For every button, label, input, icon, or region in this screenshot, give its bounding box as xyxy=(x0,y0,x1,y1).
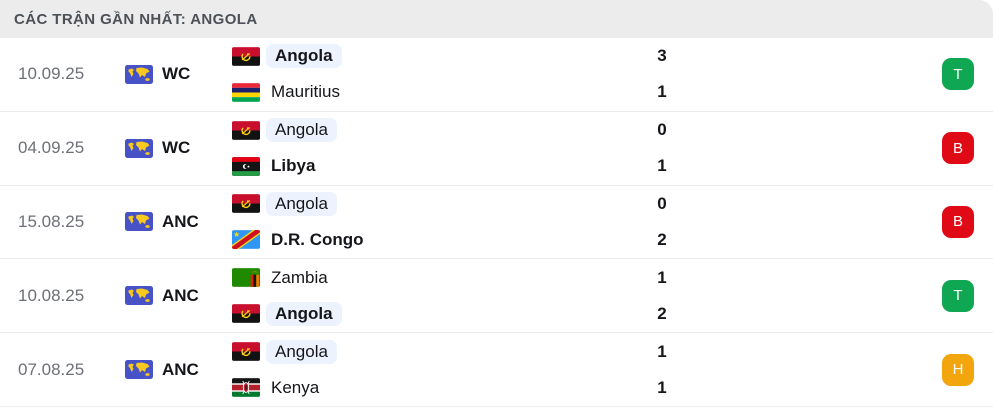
away-team[interactable]: Angola xyxy=(232,301,647,327)
angola-flag-icon xyxy=(232,121,260,140)
world-map-icon xyxy=(125,139,153,158)
home-team[interactable]: Zambia xyxy=(232,265,647,291)
libya-flag-icon xyxy=(232,157,260,176)
match-row[interactable]: 10.09.25 WC Angola Mauritius 3 1 T xyxy=(0,38,993,112)
widget-title: CÁC TRẬN GẦN NHẤT: ANGOLA xyxy=(14,10,258,28)
competition: ANC xyxy=(125,360,232,380)
teams-column: Angola Kenya xyxy=(232,339,647,401)
away-score: 2 xyxy=(657,229,667,249)
angola-flag-icon xyxy=(232,304,260,323)
match-row[interactable]: 04.09.25 WC Angola Libya 0 1 B xyxy=(0,111,993,186)
away-score: 1 xyxy=(657,156,667,176)
result-badge[interactable]: T xyxy=(942,58,974,91)
competition: WC xyxy=(125,64,232,84)
angola-flag-icon xyxy=(232,47,260,66)
competition-label: ANC xyxy=(162,211,199,231)
match-row[interactable]: 07.08.25 ANC Angola Kenya 1 1 H xyxy=(0,333,993,407)
team-name: Angola xyxy=(266,339,337,364)
team-name: Libya xyxy=(271,156,316,176)
home-score: 1 xyxy=(657,267,667,287)
result-badge[interactable]: B xyxy=(942,205,974,238)
scores-column: 0 2 xyxy=(647,191,677,253)
team-name: Angola xyxy=(266,44,342,69)
teams-column: Angola Libya xyxy=(232,117,647,179)
scores-column: 0 1 xyxy=(647,117,677,179)
away-team[interactable]: Libya xyxy=(232,153,647,179)
kenya-flag-icon xyxy=(232,378,260,397)
match-date: 04.09.25 xyxy=(18,138,85,158)
dr-congo-flag-icon xyxy=(232,230,260,249)
world-map-icon xyxy=(125,360,153,379)
world-map-icon xyxy=(125,286,153,305)
home-score: 3 xyxy=(657,46,667,66)
team-name: Zambia xyxy=(271,267,328,287)
scores-column: 1 1 xyxy=(647,339,677,401)
competition: WC xyxy=(125,138,232,158)
home-team[interactable]: Angola xyxy=(232,191,647,217)
team-name: Kenya xyxy=(271,377,320,397)
match-date: 10.08.25 xyxy=(18,285,85,305)
result-badge[interactable]: H xyxy=(942,353,974,386)
match-row[interactable]: 15.08.25 ANC Angola D.R. Congo 0 2 xyxy=(0,185,993,260)
scores-column: 1 2 xyxy=(647,265,677,327)
home-team[interactable]: Angola xyxy=(232,43,647,69)
zambia-flag-icon xyxy=(232,268,260,287)
team-name: D.R. Congo xyxy=(271,229,364,249)
match-date: 07.08.25 xyxy=(18,359,85,379)
competition: ANC xyxy=(125,212,232,232)
competition-label: ANC xyxy=(162,285,199,305)
angola-flag-icon xyxy=(232,342,260,361)
team-name: Angola xyxy=(266,191,337,216)
home-team[interactable]: Angola xyxy=(232,117,647,143)
home-score: 0 xyxy=(657,120,667,140)
competition: ANC xyxy=(125,286,232,306)
competition-label: WC xyxy=(162,138,191,158)
away-score: 1 xyxy=(657,82,667,102)
world-map-icon xyxy=(125,212,153,231)
team-name: Angola xyxy=(266,118,337,143)
teams-column: Angola Mauritius xyxy=(232,43,647,105)
world-map-icon xyxy=(125,65,153,84)
away-team[interactable]: Kenya xyxy=(232,375,647,401)
away-score: 1 xyxy=(657,377,667,397)
teams-column: Zambia Angola xyxy=(232,265,647,327)
home-score: 0 xyxy=(657,193,667,213)
angola-flag-icon xyxy=(232,194,260,213)
mauritius-flag-icon xyxy=(232,83,260,102)
widget-header: CÁC TRẬN GẦN NHẤT: ANGOLA xyxy=(0,0,993,38)
away-team[interactable]: Mauritius xyxy=(232,79,647,105)
result-badge[interactable]: T xyxy=(942,279,974,312)
team-name: Mauritius xyxy=(271,82,340,102)
home-score: 1 xyxy=(657,341,667,361)
competition-label: WC xyxy=(162,64,191,84)
team-name: Angola xyxy=(266,301,342,326)
scores-column: 3 1 xyxy=(647,43,677,105)
away-team[interactable]: D.R. Congo xyxy=(232,227,647,253)
match-date: 10.09.25 xyxy=(18,64,85,84)
match-list: 10.09.25 WC Angola Mauritius 3 1 T xyxy=(0,38,993,407)
away-score: 2 xyxy=(657,303,667,323)
match-date: 15.08.25 xyxy=(18,211,85,231)
match-row[interactable]: 10.08.25 ANC Zambia Angola 1 2 T xyxy=(0,259,993,334)
competition-label: ANC xyxy=(162,359,199,379)
teams-column: Angola D.R. Congo xyxy=(232,191,647,253)
home-team[interactable]: Angola xyxy=(232,339,647,365)
result-badge[interactable]: B xyxy=(942,132,974,165)
